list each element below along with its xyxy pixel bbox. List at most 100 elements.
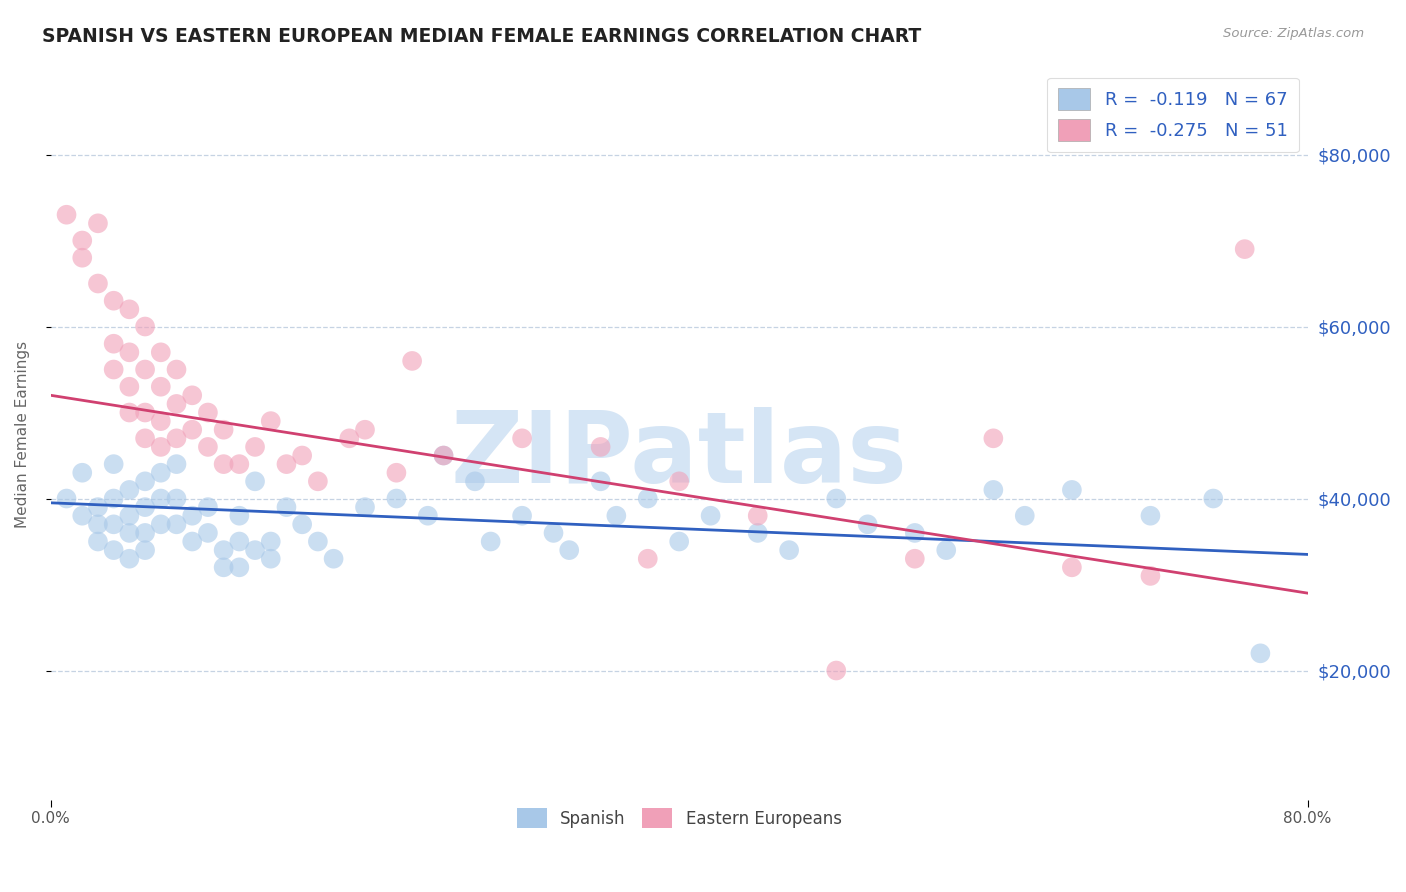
Point: [149, 517, 172, 532]
Point: [166, 491, 188, 506]
Point: [543, 525, 565, 540]
Point: [166, 457, 188, 471]
Point: [243, 475, 266, 489]
Point: [70, 234, 93, 248]
Point: [322, 551, 344, 566]
Point: [197, 525, 219, 540]
Point: [118, 551, 141, 566]
Point: [699, 508, 721, 523]
Point: [668, 475, 690, 489]
Point: [1060, 560, 1083, 574]
Point: [605, 508, 627, 523]
Point: [385, 466, 408, 480]
Point: [637, 551, 659, 566]
Point: [260, 534, 283, 549]
Point: [228, 534, 250, 549]
Point: [856, 517, 879, 532]
Point: [118, 483, 141, 497]
Point: [589, 475, 612, 489]
Point: [825, 491, 848, 506]
Point: [747, 525, 769, 540]
Point: [103, 293, 125, 308]
Text: SPANISH VS EASTERN EUROPEAN MEDIAN FEMALE EARNINGS CORRELATION CHART: SPANISH VS EASTERN EUROPEAN MEDIAN FEMAL…: [42, 27, 921, 45]
Y-axis label: Median Female Earnings: Median Female Earnings: [15, 341, 30, 527]
Point: [260, 551, 283, 566]
Point: [149, 345, 172, 359]
Point: [87, 277, 110, 291]
Point: [103, 457, 125, 471]
Text: ZIPatlas: ZIPatlas: [451, 408, 908, 505]
Point: [134, 362, 156, 376]
Point: [166, 397, 188, 411]
Point: [747, 508, 769, 523]
Point: [1139, 569, 1161, 583]
Point: [260, 414, 283, 428]
Point: [166, 517, 188, 532]
Point: [103, 336, 125, 351]
Point: [337, 431, 360, 445]
Point: [354, 423, 377, 437]
Point: [181, 423, 204, 437]
Point: [983, 431, 1005, 445]
Point: [55, 491, 77, 506]
Point: [904, 551, 927, 566]
Point: [134, 543, 156, 558]
Point: [904, 525, 927, 540]
Point: [935, 543, 957, 558]
Point: [181, 388, 204, 402]
Point: [87, 216, 110, 230]
Point: [212, 560, 235, 574]
Point: [228, 457, 250, 471]
Point: [70, 466, 93, 480]
Point: [118, 380, 141, 394]
Point: [197, 440, 219, 454]
Point: [197, 500, 219, 515]
Point: [291, 517, 314, 532]
Point: [510, 508, 533, 523]
Point: [276, 457, 298, 471]
Point: [103, 491, 125, 506]
Point: [416, 508, 439, 523]
Point: [637, 491, 659, 506]
Point: [149, 440, 172, 454]
Point: [134, 500, 156, 515]
Point: [479, 534, 502, 549]
Point: [118, 345, 141, 359]
Point: [243, 440, 266, 454]
Point: [103, 517, 125, 532]
Point: [464, 475, 486, 489]
Point: [212, 423, 235, 437]
Point: [228, 560, 250, 574]
Point: [118, 302, 141, 317]
Point: [118, 525, 141, 540]
Point: [103, 543, 125, 558]
Point: [166, 431, 188, 445]
Point: [134, 475, 156, 489]
Point: [825, 664, 848, 678]
Point: [103, 362, 125, 376]
Point: [118, 405, 141, 419]
Point: [401, 354, 423, 368]
Point: [354, 500, 377, 515]
Point: [1202, 491, 1225, 506]
Point: [134, 405, 156, 419]
Point: [181, 508, 204, 523]
Point: [276, 500, 298, 515]
Point: [1060, 483, 1083, 497]
Point: [134, 319, 156, 334]
Point: [558, 543, 581, 558]
Point: [228, 508, 250, 523]
Point: [291, 449, 314, 463]
Point: [1249, 646, 1271, 660]
Legend: Spanish, Eastern Europeans: Spanish, Eastern Europeans: [510, 801, 848, 835]
Point: [70, 508, 93, 523]
Point: [181, 534, 204, 549]
Point: [1233, 242, 1256, 256]
Point: [134, 431, 156, 445]
Point: [668, 534, 690, 549]
Point: [432, 449, 454, 463]
Point: [87, 517, 110, 532]
Point: [212, 543, 235, 558]
Point: [55, 208, 77, 222]
Point: [87, 500, 110, 515]
